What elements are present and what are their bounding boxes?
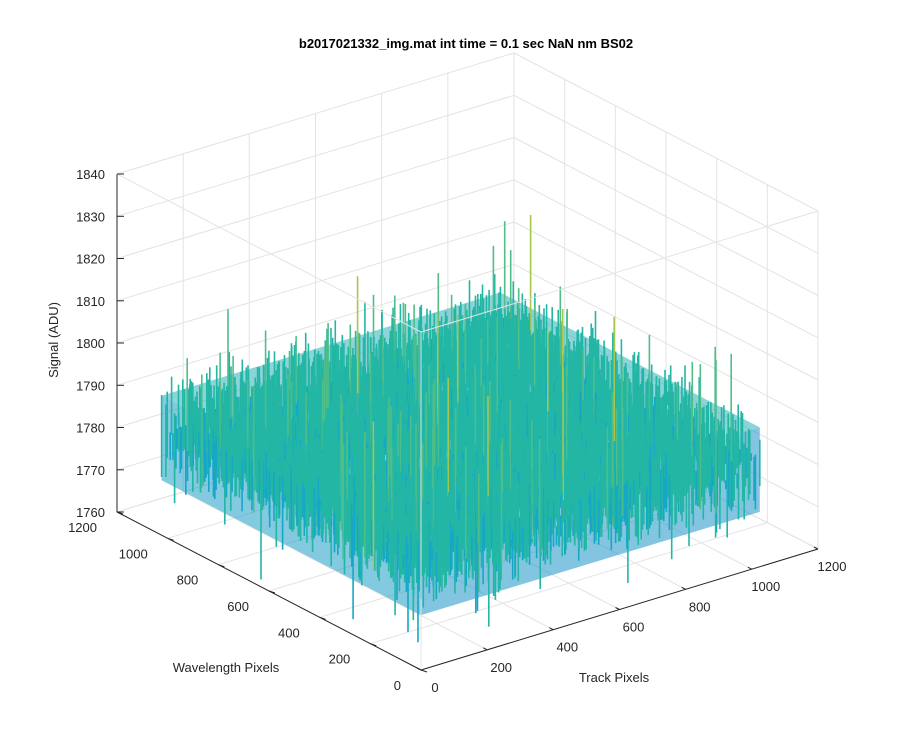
x-tick-label: 1000 xyxy=(751,579,780,594)
x-axis-label: Track Pixels xyxy=(579,670,650,685)
x-tick-mark xyxy=(681,586,686,590)
z-tick-label: 1780 xyxy=(76,421,105,436)
y-tick-mark xyxy=(370,643,377,647)
y-tick-mark xyxy=(268,590,276,594)
x-tick-mark xyxy=(813,546,819,550)
x-tick-mark xyxy=(615,607,620,610)
chart-title: b2017021332_img.mat int time = 0.1 sec N… xyxy=(299,36,633,51)
x-tick-mark xyxy=(747,566,753,570)
x-tick-label: 0 xyxy=(431,680,438,695)
y-tick-mark xyxy=(167,537,174,541)
box-edge xyxy=(116,173,422,333)
y-tick-label: 0 xyxy=(394,678,401,693)
y-tick-label: 1200 xyxy=(68,520,97,535)
z-tick-label: 1800 xyxy=(76,336,105,351)
y-tick-mark xyxy=(319,616,326,620)
z-axis-label: Signal (ADU) xyxy=(46,302,61,378)
box-edge xyxy=(420,210,819,333)
z-tick-label: 1820 xyxy=(76,252,105,267)
x-tick-mark xyxy=(416,667,422,671)
y-tick-label: 400 xyxy=(278,625,300,640)
y-tick-label: 200 xyxy=(329,652,351,667)
x-tick-mark xyxy=(549,627,554,631)
axes-frame xyxy=(116,173,819,673)
y-tick-label: 800 xyxy=(177,573,199,588)
z-tick-label: 1790 xyxy=(76,378,105,393)
z-tick-label: 1830 xyxy=(76,209,105,224)
tick-labels: 0 200 400 600 800 1000 1200 0 200 400 600 800 1000 12… xyxy=(68,167,846,695)
x-tick-label: 800 xyxy=(689,599,711,614)
z-tick-label: 1770 xyxy=(76,463,105,478)
x-tick-label: 400 xyxy=(556,640,578,655)
y-tick-label: 600 xyxy=(227,599,249,614)
x-tick-label: 1200 xyxy=(818,559,847,574)
x-tick-label: 600 xyxy=(623,620,645,635)
y-tick-mark xyxy=(420,669,428,673)
y-tick-label: 1000 xyxy=(119,546,148,561)
surface-data xyxy=(160,215,761,643)
y-tick-mark xyxy=(218,564,225,568)
z-tick-label: 1840 xyxy=(76,167,105,182)
z-tick-label: 1810 xyxy=(76,294,105,309)
grid-line xyxy=(370,522,768,645)
x-tick-label: 200 xyxy=(490,660,512,675)
x-tick-mark xyxy=(482,647,488,651)
z-tick-label: 1760 xyxy=(76,505,105,520)
y-axis-label: Wavelength Pixels xyxy=(173,660,280,675)
